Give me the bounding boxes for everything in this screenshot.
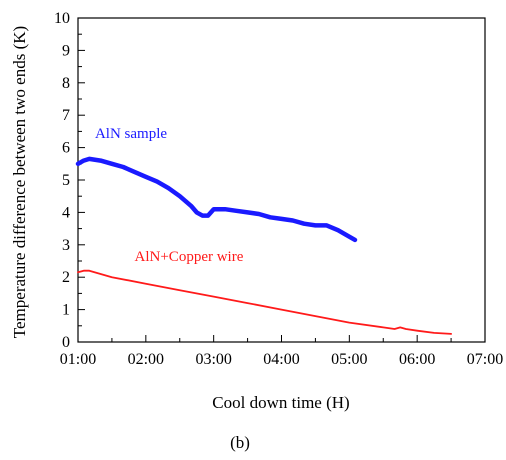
y-tick-label: 6 [62, 140, 70, 157]
series-line-2 [78, 271, 451, 334]
figure-caption: (b) [230, 433, 250, 452]
x-tick-label: 05:00 [331, 351, 367, 368]
x-tick-label: 06:00 [399, 351, 435, 368]
x-tick-label: 04:00 [263, 351, 299, 368]
series-label-2: AlN+Copper wire [135, 249, 244, 265]
y-tick-label: 1 [62, 302, 70, 319]
series-layer [78, 159, 451, 334]
series-label-1: AlN sample [95, 126, 167, 142]
y-tick-label: 0 [62, 334, 70, 351]
y-tick-label: 3 [62, 237, 70, 254]
y-tick-label: 2 [62, 269, 70, 286]
y-tick-label: 4 [62, 204, 70, 221]
y-tick-label: 5 [62, 172, 70, 189]
series-label-layer: AlN sample AlN+Copper wire [95, 126, 244, 265]
x-axis-ticks: 01:00 02:00 03:00 04:00 05:00 06:00 07:00 [60, 335, 503, 368]
x-tick-label: 02:00 [128, 351, 164, 368]
y-axis-title: Temperature difference between two ends … [10, 26, 29, 338]
x-tick-label: 07:00 [467, 351, 503, 368]
series-line-1 [78, 159, 355, 240]
plot-frame [78, 18, 485, 342]
y-tick-label: 9 [62, 42, 70, 59]
y-tick-label: 7 [62, 107, 70, 124]
x-tick-label: 03:00 [195, 351, 231, 368]
x-axis-title: Cool down time (H) [212, 393, 349, 412]
y-tick-label: 10 [54, 10, 70, 27]
x-tick-label: 01:00 [60, 351, 96, 368]
y-axis-ticks: 0 1 2 3 4 5 6 7 8 9 10 [54, 10, 85, 351]
y-tick-label: 8 [62, 75, 70, 92]
